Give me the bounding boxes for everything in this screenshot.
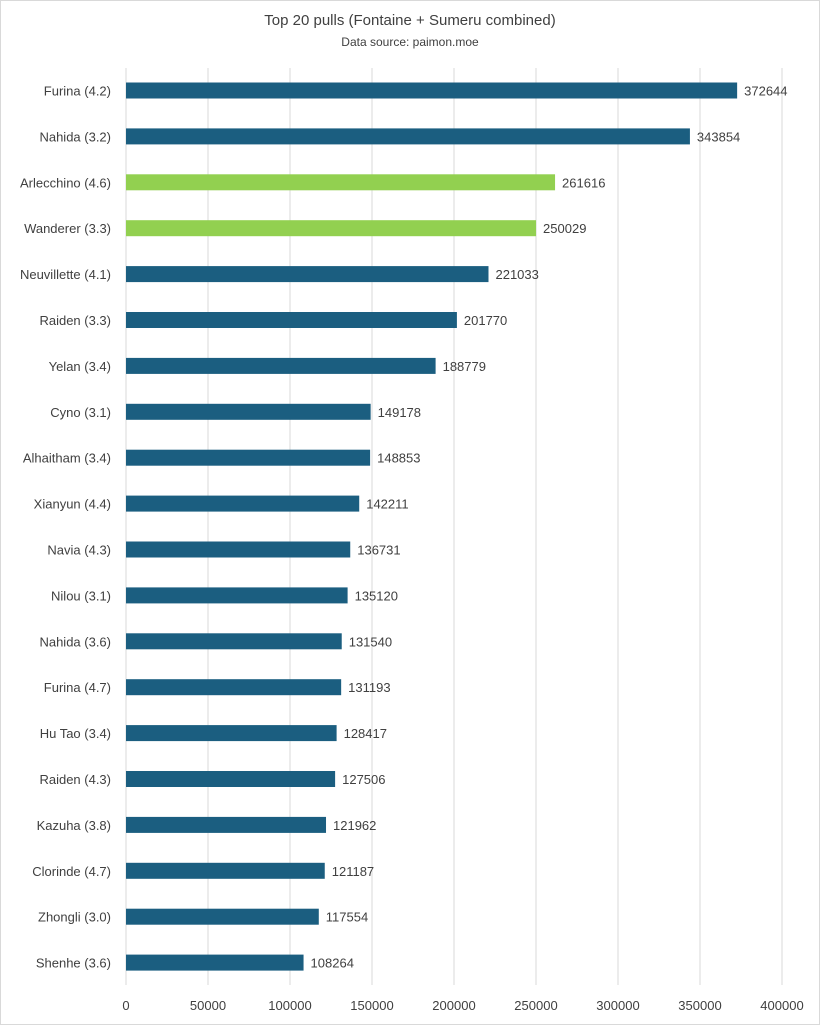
bar — [126, 541, 351, 558]
value-label: 136731 — [357, 543, 400, 558]
value-label: 121187 — [332, 864, 374, 879]
category-label: Wanderer (3.3) — [24, 221, 111, 236]
category-label: Raiden (4.3) — [39, 772, 111, 787]
value-label: 188779 — [443, 359, 486, 374]
bar — [126, 771, 336, 787]
value-label: 121962 — [333, 818, 376, 833]
bar — [126, 266, 489, 283]
category-label: Arlecchino (4.6) — [20, 175, 111, 190]
value-labels: 372644 343854 261616 250029 221033 201770 1887… — [311, 84, 788, 971]
category-label: Furina (4.7) — [44, 680, 111, 695]
category-label: Zhongli (3.0) — [38, 910, 111, 925]
value-label: 131193 — [348, 680, 390, 695]
bar — [126, 82, 738, 99]
x-tick-label: 150000 — [350, 998, 393, 1013]
bar — [126, 908, 319, 925]
bars — [126, 82, 738, 971]
bar — [126, 633, 342, 650]
chart-title: Top 20 pulls (Fontaine + Sumeru combined… — [264, 12, 556, 29]
bar — [126, 954, 304, 971]
value-label: 142211 — [366, 497, 408, 512]
x-tick-label: 0 — [122, 998, 129, 1013]
bar — [126, 862, 325, 879]
category-label: Xianyun (4.4) — [34, 497, 111, 512]
value-label: 261616 — [562, 175, 605, 190]
x-tick-label: 100000 — [268, 998, 311, 1013]
x-tick-label: 300000 — [596, 998, 639, 1013]
value-label: 135120 — [355, 588, 398, 603]
value-label: 131540 — [349, 634, 392, 649]
bar — [126, 403, 371, 420]
category-label: Cyno (3.1) — [50, 405, 111, 420]
x-tick-label: 400000 — [760, 998, 803, 1013]
value-label: 149178 — [378, 405, 421, 420]
category-label: Raiden (3.3) — [39, 313, 111, 328]
category-label: Nilou (3.1) — [51, 588, 111, 603]
bar — [126, 816, 327, 833]
value-label: 343854 — [697, 129, 740, 144]
bar — [126, 174, 556, 191]
x-tick-label: 50000 — [190, 998, 226, 1013]
x-axis-tick-labels: 0 50000 100000 150000 200000 250000 300000 3500… — [122, 998, 803, 1013]
category-label: Furina (4.2) — [44, 84, 111, 99]
value-label: 221033 — [495, 267, 538, 282]
x-tick-label: 250000 — [514, 998, 557, 1013]
value-label: 372644 — [744, 84, 787, 99]
bar — [126, 357, 436, 374]
category-label: Nahida (3.6) — [39, 634, 111, 649]
value-label: 128417 — [344, 726, 387, 741]
x-tick-label: 200000 — [432, 998, 475, 1013]
value-label: 250029 — [543, 221, 586, 236]
x-tick-label: 350000 — [678, 998, 721, 1013]
category-label: Neuvillette (4.1) — [20, 267, 111, 282]
bar — [126, 128, 690, 145]
bar — [126, 220, 537, 237]
category-label: Nahida (3.2) — [39, 129, 111, 144]
bar — [126, 725, 337, 742]
category-label: Kazuha (3.8) — [37, 818, 111, 833]
category-label: Hu Tao (3.4) — [40, 726, 111, 741]
bar — [126, 449, 371, 466]
value-label: 201770 — [464, 313, 507, 328]
category-label: Shenhe (3.6) — [36, 956, 111, 971]
value-label: 108264 — [311, 956, 354, 971]
category-labels: Furina (4.2) Nahida (3.2) Arlecchino (4.6)… — [20, 84, 111, 971]
category-label: Clorinde (4.7) — [32, 864, 111, 879]
category-label: Yelan (3.4) — [49, 359, 111, 374]
bar — [126, 587, 348, 604]
gridlines — [125, 68, 783, 985]
chart-subtitle: Data source: paimon.moe — [341, 35, 479, 49]
category-label: Navia (4.3) — [47, 543, 111, 558]
value-label: 148853 — [377, 451, 420, 466]
bar — [126, 312, 457, 328]
value-label: 127506 — [342, 772, 385, 787]
bar — [126, 495, 360, 512]
value-label: 117554 — [326, 910, 368, 925]
category-label: Alhaitham (3.4) — [23, 451, 111, 466]
bar — [126, 679, 342, 696]
